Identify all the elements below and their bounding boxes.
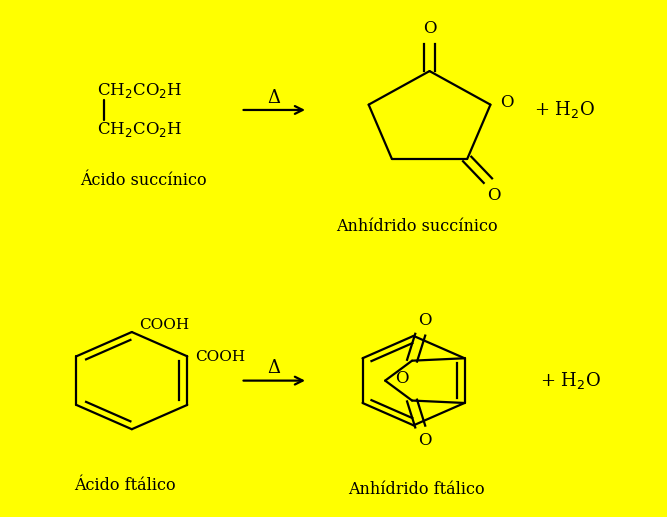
- Text: + H$_2$O: + H$_2$O: [540, 370, 601, 391]
- Text: Δ: Δ: [267, 359, 281, 377]
- Text: O: O: [395, 370, 408, 387]
- Text: Anhídrido ftálico: Anhídrido ftálico: [348, 481, 485, 498]
- Text: O: O: [418, 432, 432, 449]
- Text: CH$_2$CO$_2$H: CH$_2$CO$_2$H: [97, 81, 182, 100]
- Text: O: O: [418, 312, 432, 329]
- Text: + H$_2$O: + H$_2$O: [534, 99, 594, 120]
- Text: COOH: COOH: [139, 318, 189, 332]
- Text: COOH: COOH: [195, 349, 245, 363]
- Text: Ácido ftálico: Ácido ftálico: [74, 477, 176, 494]
- Text: O: O: [487, 187, 500, 204]
- Text: CH$_2$CO$_2$H: CH$_2$CO$_2$H: [97, 120, 182, 139]
- Text: O: O: [423, 20, 436, 37]
- Text: Ácido succínico: Ácido succínico: [81, 172, 207, 189]
- Text: O: O: [500, 94, 514, 111]
- Text: Δ: Δ: [267, 89, 281, 107]
- Text: Anhídrido succínico: Anhídrido succínico: [336, 218, 498, 235]
